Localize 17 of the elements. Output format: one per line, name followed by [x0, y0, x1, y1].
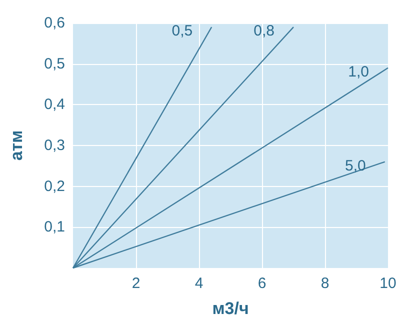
y-tick-label: 0,5: [44, 55, 65, 72]
series-label: 1,0: [348, 63, 369, 80]
x-tick-label: 8: [320, 275, 330, 292]
y-tick-label: 0,2: [44, 178, 65, 195]
y-tick-label: 0,3: [44, 137, 65, 154]
y-tick-label: 0,4: [44, 96, 65, 114]
x-tick-label: 6: [258, 275, 266, 292]
x-tick-label: 2: [132, 275, 140, 292]
x-tick-label: 10: [380, 275, 396, 292]
y-axis-title: атм: [7, 130, 26, 161]
series-label: 0,8: [254, 22, 274, 40]
x-axis-title: м3/ч: [212, 299, 249, 318]
series-label: 5,0: [344, 157, 366, 174]
x-tick-label: 4: [194, 275, 204, 292]
y-tick-label: 0,6: [44, 14, 65, 32]
y-tick-label: 0,1: [44, 218, 65, 236]
series-label: 0,5: [172, 22, 193, 40]
